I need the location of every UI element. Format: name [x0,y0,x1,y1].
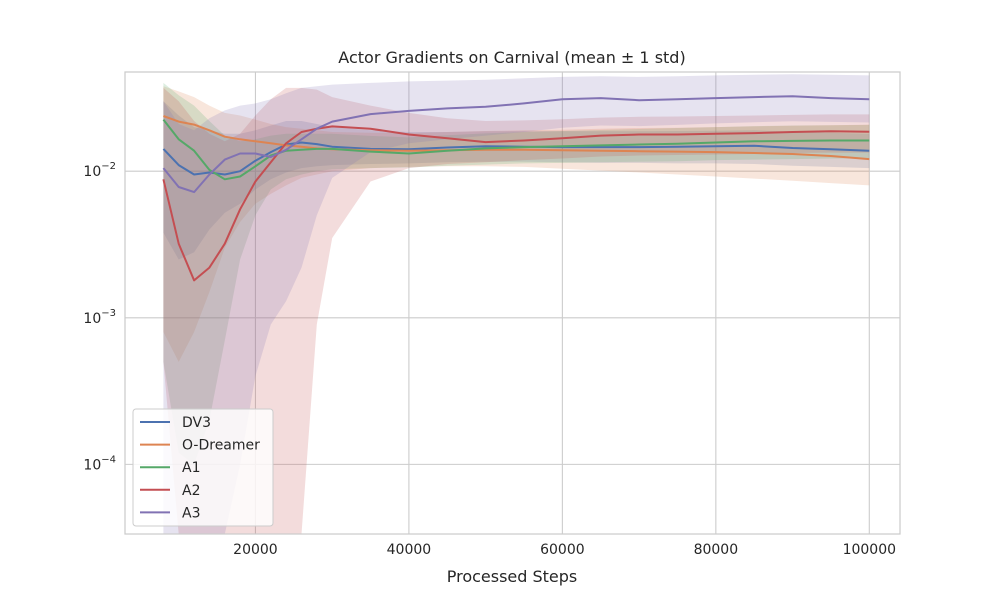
legend-label: A3 [182,505,200,521]
x-tick-label: 20000 [233,542,278,558]
y-tick-label: 10−3 [83,308,116,327]
series-line-o-dreamer [163,115,870,161]
std-band-o-dreamer [163,86,870,362]
y-axis-ticks: 10−4 10−3 10−2 [83,161,116,473]
x-axis-ticks: 20000 40000 60000 80000 100000 [233,542,896,558]
std-band-dv3 [163,101,870,260]
x-tick-label: 60000 [540,542,585,558]
legend-label: DV3 [182,415,211,431]
x-tick-label: 40000 [387,542,432,558]
grid [125,72,900,534]
legend-box [132,408,274,527]
series-line-a3 [162,95,870,194]
legend-label: O-Dreamer [182,438,260,454]
series-line-a2 [162,125,870,282]
std-band-a1 [163,82,870,465]
legend: DV3 O-Dreamer A1 A2 A3 [132,408,274,527]
series-line-a1 [162,118,870,181]
series-line-dv3 [162,141,870,176]
x-tick-label: 80000 [694,542,739,558]
std-band-a2 [163,87,870,535]
legend-label: A2 [182,483,200,499]
y-tick-label: 10−4 [83,454,116,473]
legend-label: A1 [182,460,200,476]
x-axis-title: Processed Steps [447,567,578,586]
plot-frame [124,71,901,535]
x-tick-label: 100000 [843,542,896,558]
chart-title: Actor Gradients on Carnival (mean ± 1 st… [338,48,685,67]
y-tick-label: 10−2 [83,161,116,180]
series-lines [162,95,870,282]
